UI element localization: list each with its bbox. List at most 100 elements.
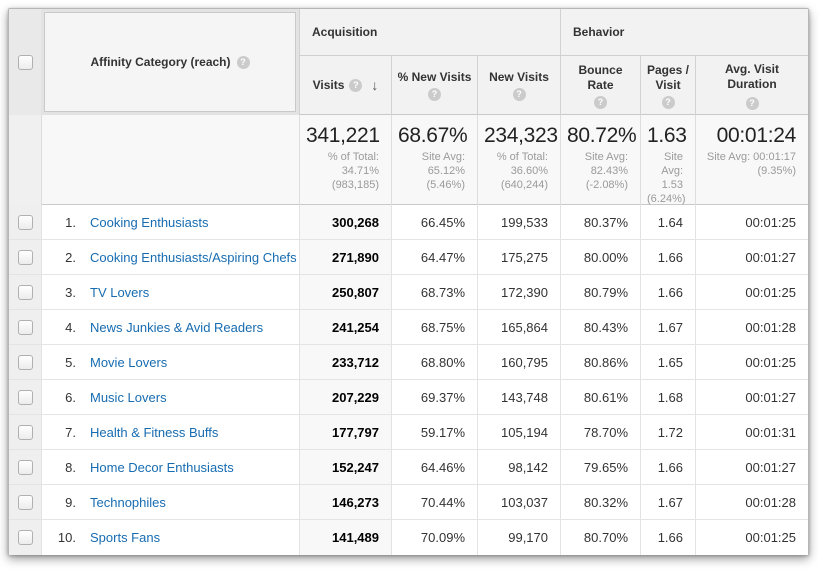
dimension-header-cell: Affinity Category (reach) ?	[41, 9, 299, 115]
row-checkbox-cell	[9, 485, 41, 519]
row-bounce-rate-value: 79.65%	[560, 450, 640, 484]
row-avg-duration-value: 00:01:27	[695, 450, 808, 484]
totals-visits-cell: 341,221 % of Total: 34.71% (983,185)	[299, 115, 391, 206]
group-acquisition-label: Acquisition	[312, 25, 378, 39]
affinity-category-link[interactable]: Sports Fans	[90, 530, 161, 545]
row-visits-value: 207,229	[299, 380, 391, 414]
row-pages-visit-value: 1.64	[640, 205, 695, 239]
table-row: 1. Cooking Enthusiasts 300,268 66.45% 19…	[9, 205, 808, 240]
totals-new-visits-cell: 234,323 % of Total: 36.60% (640,244)	[477, 115, 560, 206]
row-checkbox-cell	[9, 275, 41, 309]
row-pages-visit-value: 1.68	[640, 380, 695, 414]
row-new-visits-value: 160,795	[477, 345, 560, 379]
totals-pct-new-visits-subtext: Site Avg: 65.12% (5.46%)	[421, 151, 465, 191]
row-pct-new-visits-value: 70.44%	[391, 485, 477, 519]
row-checkbox[interactable]	[17, 319, 33, 335]
row-avg-duration-value: 00:01:25	[695, 345, 808, 379]
column-header-pct-new-visits[interactable]: % New Visits ?	[391, 56, 477, 115]
sort-descending-icon: ↓	[371, 77, 379, 93]
affinity-category-link[interactable]: Cooking Enthusiasts	[90, 214, 209, 230]
dimension-header-label: Affinity Category (reach)	[90, 55, 231, 69]
row-pct-new-visits-value: 68.75%	[391, 310, 477, 344]
column-header-pages-visit[interactable]: Pages / Visit ?	[640, 56, 695, 115]
table-row: 3. TV Lovers 250,807 68.73% 172,390 80.7…	[9, 275, 808, 310]
totals-new-visits-value: 234,323	[484, 124, 558, 147]
row-checkbox[interactable]	[17, 214, 33, 230]
totals-bounce-rate-cell: 80.72% Site Avg: 82.43% (-2.08%)	[560, 115, 640, 206]
row-visits-value: 241,254	[299, 310, 391, 344]
group-header-acquisition: Acquisition	[299, 9, 560, 56]
row-bounce-rate-value: 80.79%	[560, 275, 640, 309]
affinity-category-link[interactable]: Cooking Enthusiasts/Aspiring Chefs	[90, 249, 297, 265]
affinity-category-link[interactable]: Movie Lovers	[90, 354, 168, 370]
help-icon[interactable]: ?	[661, 95, 675, 109]
row-checkbox[interactable]	[17, 249, 33, 265]
row-pages-visit-value: 1.66	[640, 275, 695, 309]
new-visits-header-label: New Visits	[489, 70, 549, 84]
column-header-bounce-rate[interactable]: Bounce Rate ?	[560, 56, 640, 115]
visits-header-label: Visits	[312, 78, 345, 92]
row-new-visits-value: 105,194	[477, 415, 560, 449]
column-header-new-visits[interactable]: New Visits ?	[477, 56, 560, 115]
affinity-category-link[interactable]: News Junkies & Avid Readers	[90, 319, 264, 335]
row-checkbox[interactable]	[17, 494, 33, 510]
totals-new-visits-subtext: % of Total: 36.60% (640,244)	[496, 151, 548, 191]
table-row: 7. Health & Fitness Buffs 177,797 59.17%…	[9, 415, 808, 450]
row-bounce-rate-value: 80.43%	[560, 310, 640, 344]
row-checkbox[interactable]	[17, 389, 33, 405]
group-behavior-label: Behavior	[573, 25, 625, 39]
help-icon[interactable]: ?	[745, 96, 759, 110]
help-icon[interactable]: ?	[236, 55, 250, 69]
row-rank: 5.	[65, 354, 76, 370]
row-bounce-rate-value: 80.37%	[560, 205, 640, 239]
column-header-avg-duration[interactable]: Avg. Visit Duration ?	[695, 56, 808, 115]
row-bounce-rate-value: 80.61%	[560, 380, 640, 414]
row-visits-value: 141,489	[299, 520, 391, 555]
row-avg-duration-value: 00:01:28	[695, 310, 808, 344]
totals-pages-visit-subtext: Site Avg: 1.53 (6.24%)	[647, 151, 686, 205]
table-row: 2. Cooking Enthusiasts/Aspiring Chefs 27…	[9, 240, 808, 275]
row-dimension-cell: 6. Music Lovers	[41, 380, 299, 414]
row-pages-visit-value: 1.67	[640, 310, 695, 344]
row-pages-visit-value: 1.66	[640, 240, 695, 274]
affinity-category-link[interactable]: Music Lovers	[90, 389, 167, 405]
select-all-checkbox[interactable]	[17, 54, 33, 70]
row-checkbox[interactable]	[17, 354, 33, 370]
row-avg-duration-value: 00:01:31	[695, 415, 808, 449]
row-dimension-cell: 4. News Junkies & Avid Readers	[41, 310, 299, 344]
help-icon[interactable]: ?	[349, 79, 363, 92]
row-pct-new-visits-value: 64.46%	[391, 450, 477, 484]
dimension-header-button[interactable]: Affinity Category (reach) ?	[44, 12, 296, 112]
row-visits-value: 146,273	[299, 485, 391, 519]
table-body: 1. Cooking Enthusiasts 300,268 66.45% 19…	[9, 205, 808, 555]
totals-visits-subtext: % of Total: 34.71% (983,185)	[327, 151, 379, 191]
help-icon[interactable]: ?	[594, 95, 607, 109]
table-row: 6. Music Lovers 207,229 69.37% 143,748 8…	[9, 380, 808, 415]
row-new-visits-value: 103,037	[477, 485, 560, 519]
row-rank: 9.	[65, 494, 76, 510]
help-icon[interactable]: ?	[428, 88, 441, 101]
row-pages-visit-value: 1.67	[640, 485, 695, 519]
row-checkbox[interactable]	[17, 530, 33, 545]
affinity-category-link[interactable]: Health & Fitness Buffs	[90, 424, 219, 440]
row-dimension-cell: 2. Cooking Enthusiasts/Aspiring Chefs	[41, 240, 299, 274]
row-bounce-rate-value: 80.32%	[560, 485, 640, 519]
row-pct-new-visits-value: 66.45%	[391, 205, 477, 239]
row-checkbox[interactable]	[17, 424, 33, 440]
row-bounce-rate-value: 80.86%	[560, 345, 640, 379]
affinity-category-link[interactable]: Technophiles	[90, 494, 166, 510]
row-checkbox[interactable]	[17, 284, 33, 300]
row-checkbox-cell	[9, 205, 41, 239]
row-pages-visit-value: 1.65	[640, 345, 695, 379]
row-dimension-cell: 10. Sports Fans	[41, 520, 299, 555]
row-visits-value: 300,268	[299, 205, 391, 239]
row-visits-value: 271,890	[299, 240, 391, 274]
totals-row: 341,221 % of Total: 34.71% (983,185) 68.…	[9, 115, 808, 206]
column-header-visits[interactable]: Visits ? ↓	[299, 56, 391, 115]
row-checkbox[interactable]	[17, 459, 33, 475]
row-rank: 8.	[65, 459, 76, 475]
help-icon[interactable]: ?	[512, 88, 526, 101]
affinity-category-link[interactable]: TV Lovers	[90, 284, 150, 300]
totals-avg-duration-cell: 00:01:24 Site Avg: 00:01:17 (9.35%)	[695, 115, 808, 206]
affinity-category-link[interactable]: Home Decor Enthusiasts	[90, 459, 234, 475]
